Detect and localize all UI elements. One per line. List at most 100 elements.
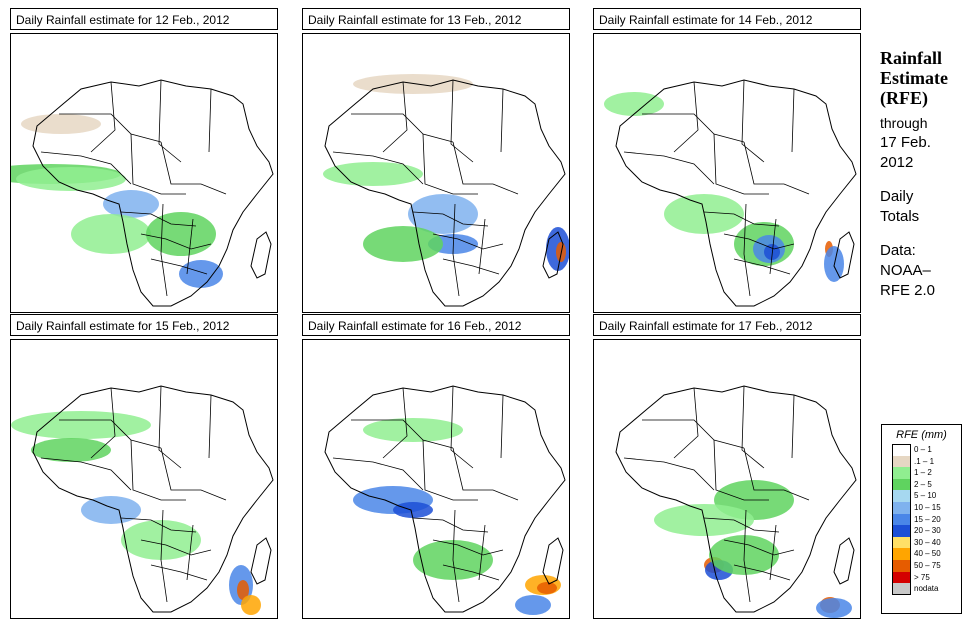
country-border xyxy=(160,141,227,195)
country-border xyxy=(723,539,795,556)
country-border xyxy=(450,79,474,163)
country-border xyxy=(40,457,132,491)
rainfall-map xyxy=(10,33,278,313)
legend-swatch xyxy=(892,467,911,479)
panel-title: Daily Rainfall estimate for 13 Feb., 201… xyxy=(302,8,570,30)
legend-title: RFE (mm) xyxy=(896,429,947,441)
legend-label: 40 – 50 xyxy=(914,549,941,559)
rainfall-area xyxy=(179,260,223,288)
rainfall-area xyxy=(353,74,473,94)
country-border xyxy=(208,88,212,153)
country-border xyxy=(186,218,194,275)
legend-label: 30 – 40 xyxy=(914,537,941,547)
legend-swatch xyxy=(892,513,911,526)
map-panel-1: Daily Rainfall estimate for 12 Feb., 201… xyxy=(10,8,278,313)
caption-date-2: 2012 xyxy=(880,154,914,171)
caption-date-1: 17 Feb. xyxy=(880,134,931,151)
legend-item: 40 – 50 xyxy=(882,548,961,560)
legend-label: 0 – 1 xyxy=(914,445,932,454)
legend-swatch xyxy=(892,559,911,572)
rainfall-map xyxy=(302,33,570,313)
coastline xyxy=(32,385,274,613)
rainfall-area xyxy=(323,162,423,186)
country-border xyxy=(140,233,212,250)
country-border xyxy=(673,387,699,459)
legend-label: 20 – 30 xyxy=(914,526,941,536)
legend-label: 5 – 10 xyxy=(914,491,937,501)
caption-data-label: Data: xyxy=(880,242,916,259)
rainfall-area xyxy=(121,520,201,560)
rainfall-area xyxy=(21,114,101,134)
country-border xyxy=(90,81,116,153)
country-border xyxy=(713,133,769,195)
rainfall-area xyxy=(146,212,216,256)
rainfall-area xyxy=(71,214,151,254)
legend-label: 15 – 20 xyxy=(914,514,941,524)
country-border xyxy=(332,457,424,491)
madagascar-outline xyxy=(542,537,564,585)
rainfall-area xyxy=(816,598,852,618)
country-border xyxy=(452,141,519,195)
legend-swatch xyxy=(892,444,911,456)
country-border xyxy=(733,258,791,275)
country-border xyxy=(59,419,162,449)
country-border xyxy=(130,439,186,501)
panel-title: Daily Rainfall estimate for 16 Feb., 201… xyxy=(302,314,570,336)
map-svg xyxy=(324,385,566,615)
country-border xyxy=(623,457,715,491)
madagascar-outline xyxy=(250,231,272,279)
rainfall-map xyxy=(302,339,570,619)
coastline xyxy=(324,79,566,307)
map-svg xyxy=(11,385,274,615)
legend-item: .1 – 1 xyxy=(882,455,961,468)
legend-swatch xyxy=(892,536,911,549)
madagascar-outline xyxy=(833,537,855,585)
country-border xyxy=(351,113,454,143)
country-border xyxy=(743,203,751,297)
rainfall-area xyxy=(16,167,126,191)
legend-item: 20 – 30 xyxy=(882,525,961,537)
caption-source-2: RFE 2.0 xyxy=(880,282,936,299)
map-panel-3: Daily Rainfall estimate for 14 Feb., 201… xyxy=(593,8,861,313)
madagascar-outline xyxy=(542,231,564,279)
map-svg xyxy=(615,385,857,618)
country-border xyxy=(158,79,182,163)
legend-swatch xyxy=(892,455,911,468)
legend-item: 5 – 10 xyxy=(882,490,961,502)
rainfall-map xyxy=(10,339,278,619)
coastline xyxy=(615,79,857,307)
country-border xyxy=(208,394,212,459)
rainfall-area xyxy=(103,190,159,218)
country-border xyxy=(150,258,208,275)
country-border xyxy=(120,211,197,227)
country-border xyxy=(623,151,715,185)
rainfall-area xyxy=(31,438,111,462)
legend-item: 1 – 2 xyxy=(882,467,961,479)
country-border xyxy=(150,564,208,581)
country-border xyxy=(186,524,194,581)
country-border xyxy=(382,81,408,153)
rainfall-area xyxy=(393,502,433,518)
country-border xyxy=(412,517,489,533)
madagascar-outline xyxy=(250,537,272,585)
country-border xyxy=(769,524,777,581)
rainfall-area xyxy=(604,92,664,116)
country-border xyxy=(412,211,489,227)
country-border xyxy=(450,385,474,469)
legend-item: 50 – 75 xyxy=(882,559,961,572)
panel-title: Daily Rainfall estimate for 15 Feb., 201… xyxy=(10,314,278,336)
country-border xyxy=(422,439,478,501)
rainfall-area xyxy=(237,580,249,600)
legend-label: 10 – 15 xyxy=(914,502,941,512)
country-border xyxy=(130,133,186,195)
coastline xyxy=(615,385,857,613)
map-svg xyxy=(604,79,857,307)
legend-swatch xyxy=(892,525,911,537)
country-border xyxy=(332,151,424,185)
country-border xyxy=(741,385,765,469)
country-border xyxy=(741,79,765,163)
country-border xyxy=(442,564,500,581)
legend-label: .1 – 1 xyxy=(914,456,935,466)
legend-swatch xyxy=(892,571,911,584)
